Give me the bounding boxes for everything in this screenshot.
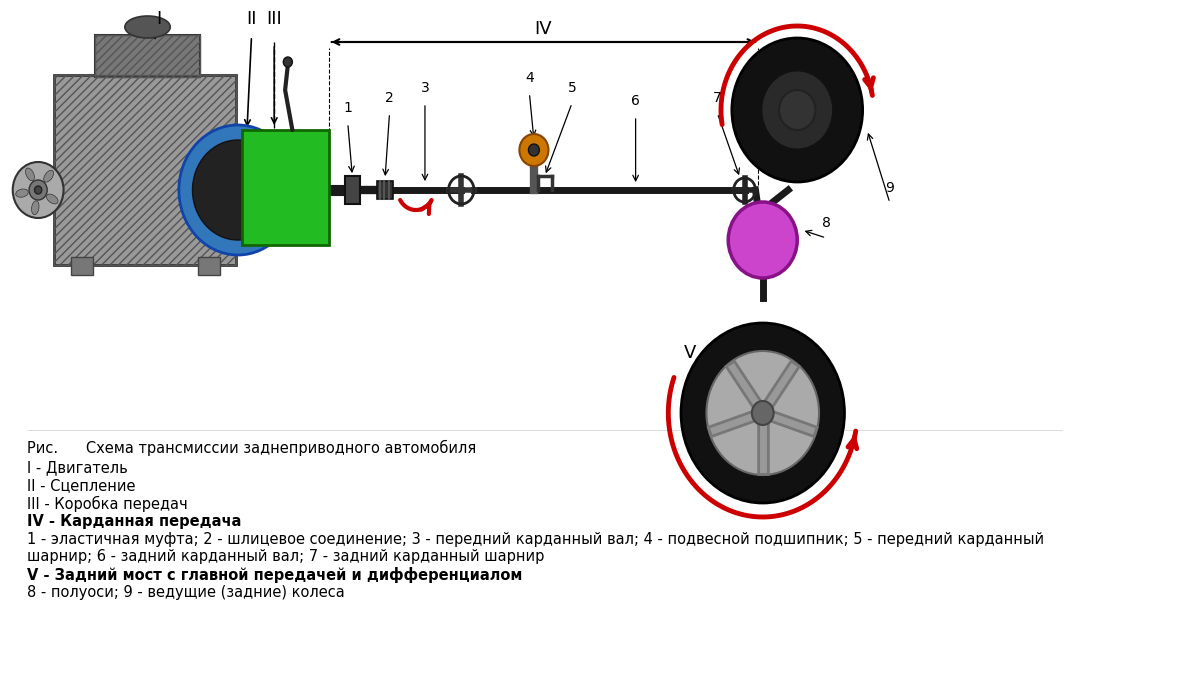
Text: V: V [684, 344, 696, 362]
FancyBboxPatch shape [54, 75, 236, 265]
Text: I: I [156, 10, 162, 28]
Text: 6: 6 [631, 94, 640, 108]
Circle shape [179, 125, 296, 255]
Circle shape [29, 180, 47, 200]
Ellipse shape [31, 200, 40, 215]
Circle shape [520, 134, 548, 166]
Text: 1: 1 [343, 101, 353, 115]
Text: III - Коробка передач: III - Коробка передач [28, 496, 188, 512]
Circle shape [35, 186, 42, 194]
Ellipse shape [761, 70, 833, 150]
Text: 8 - полуоси; 9 - ведущие (задние) колеса: 8 - полуоси; 9 - ведущие (задние) колеса [28, 585, 344, 600]
Text: I - Двигатель: I - Двигатель [28, 460, 128, 475]
Text: 8: 8 [822, 216, 830, 230]
Text: 1 - эластичная муфта; 2 - шлицевое соединение; 3 - передний карданный вал; 4 - п: 1 - эластичная муфта; 2 - шлицевое соеди… [28, 532, 1044, 547]
Ellipse shape [16, 189, 29, 197]
Circle shape [728, 202, 797, 278]
Circle shape [192, 140, 283, 240]
Ellipse shape [125, 16, 170, 38]
Text: шарнир; 6 - задний карданный вал; 7 - задний карданный шарнир: шарнир; 6 - задний карданный вал; 7 - за… [28, 549, 545, 564]
Text: IV: IV [535, 20, 552, 38]
Circle shape [528, 144, 539, 156]
Text: Рис.      Схема трансмиссии заднеприводного автомобиля: Рис. Схема трансмиссии заднеприводного а… [28, 440, 476, 456]
Text: 4: 4 [526, 71, 534, 85]
Text: III: III [266, 10, 282, 28]
Circle shape [682, 323, 845, 503]
Text: 9: 9 [886, 181, 894, 195]
Text: IV - Карданная передача: IV - Карданная передача [28, 514, 241, 529]
FancyBboxPatch shape [346, 176, 360, 204]
FancyBboxPatch shape [198, 257, 220, 275]
Ellipse shape [25, 168, 35, 181]
Ellipse shape [732, 38, 863, 182]
FancyBboxPatch shape [71, 257, 92, 275]
Text: 7: 7 [713, 91, 721, 105]
Circle shape [283, 57, 293, 67]
Circle shape [752, 401, 774, 425]
Text: II: II [246, 10, 257, 28]
Ellipse shape [43, 170, 54, 182]
Circle shape [707, 351, 820, 475]
Text: V - Задний мост с главной передачей и дифференциалом: V - Задний мост с главной передачей и ди… [28, 567, 523, 583]
Text: 3: 3 [420, 81, 430, 95]
FancyBboxPatch shape [242, 130, 329, 245]
Circle shape [779, 90, 816, 130]
FancyBboxPatch shape [377, 181, 394, 199]
FancyBboxPatch shape [95, 35, 199, 77]
Text: 2: 2 [385, 91, 394, 105]
Text: 5: 5 [568, 81, 576, 95]
Text: II - Сцепление: II - Сцепление [28, 478, 136, 493]
Circle shape [13, 162, 64, 218]
Ellipse shape [47, 194, 58, 204]
